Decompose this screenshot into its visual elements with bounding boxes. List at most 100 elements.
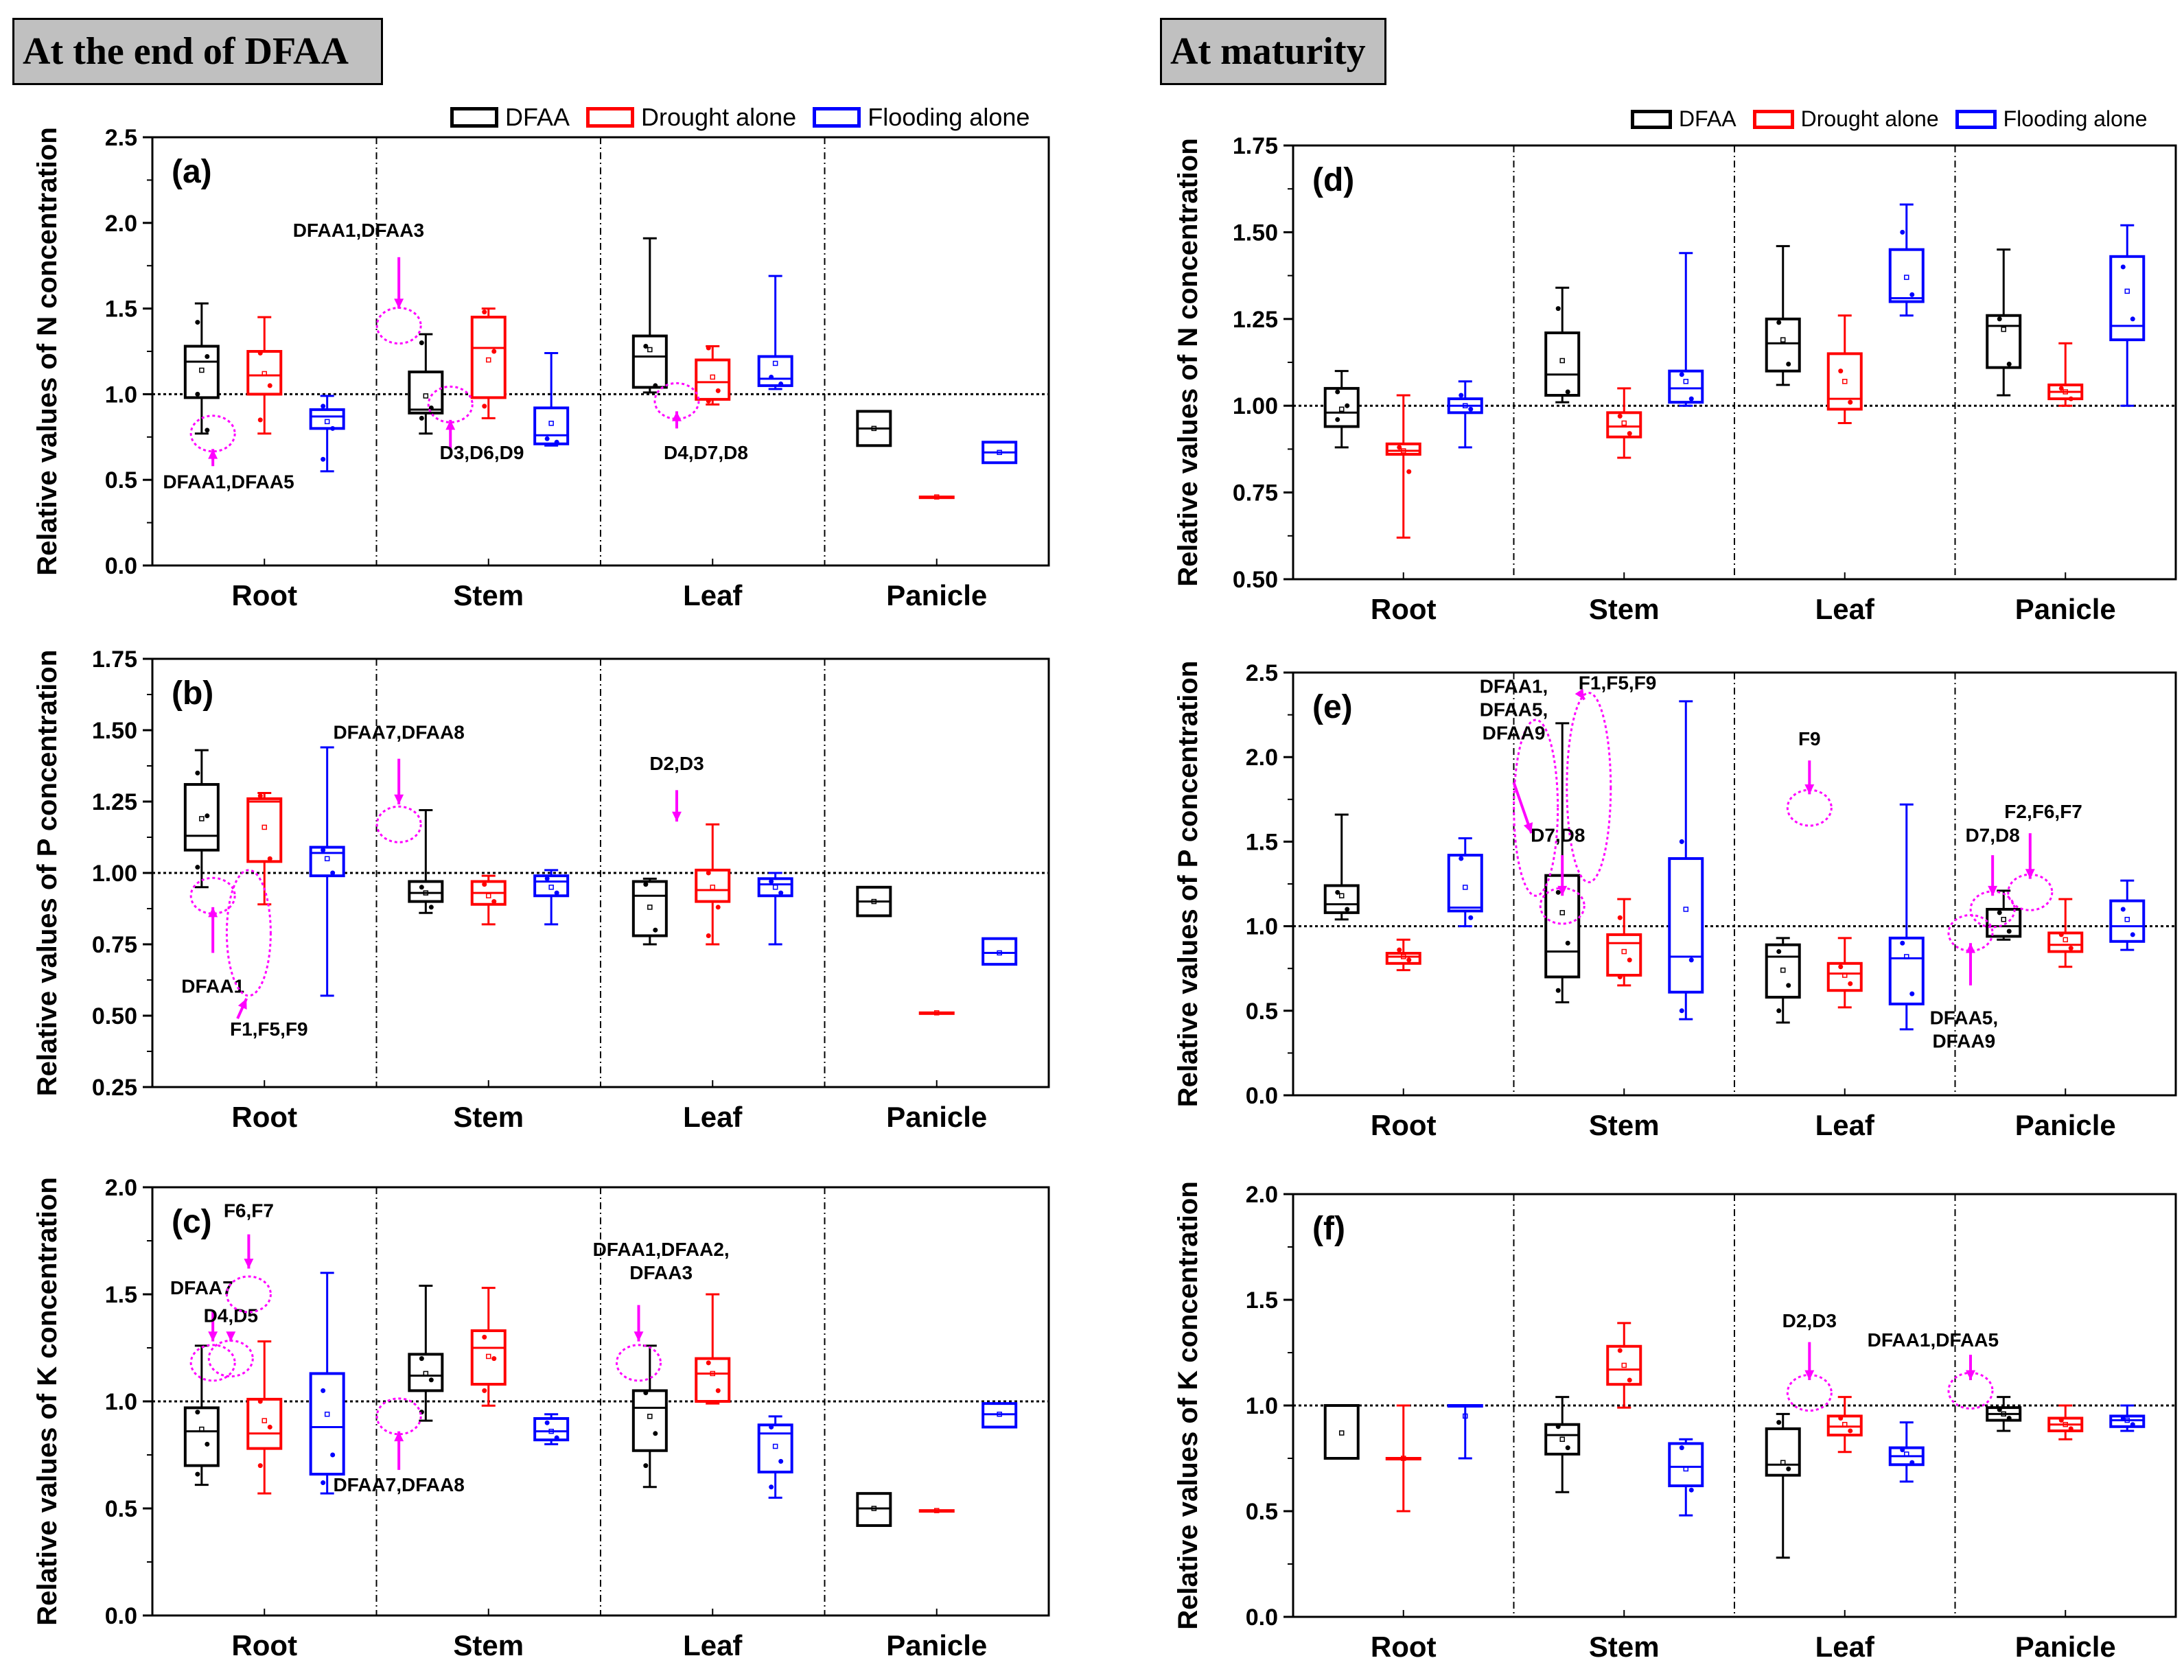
y-tick-label: 1.0 — [105, 382, 137, 408]
box-panicle-drought — [918, 1010, 955, 1016]
box-root-drought — [1385, 938, 1421, 972]
data-point — [1786, 362, 1791, 367]
box-body — [533, 1416, 570, 1442]
box-panicle-drought — [918, 1508, 955, 1513]
data-point — [330, 1452, 336, 1458]
box-mean — [997, 950, 1002, 956]
legend-label-dfaa-right: DFAA — [1679, 106, 1736, 131]
annotation-text: DFAA7,DFAA8 — [333, 721, 464, 743]
box-mean — [1904, 954, 1909, 959]
data-point — [715, 905, 721, 910]
data-point — [195, 865, 200, 870]
box-panicle-dfaa — [1986, 889, 2022, 941]
x-category-label: Panicle — [2015, 1631, 2116, 1663]
annotation-text: DFAA1,DFAA3 — [293, 220, 424, 241]
box-root-flooding — [1447, 1404, 1483, 1460]
annotation-arrowhead — [672, 811, 682, 822]
box-mean — [997, 1411, 1002, 1417]
x-category-label: Leaf — [683, 1101, 743, 1133]
box-leaf-flooding — [1888, 1421, 1925, 1483]
x-category-label: Panicle — [886, 579, 987, 611]
y-tick-label: 2.0 — [1246, 745, 1278, 771]
legend-label-drought-right: Drought alone — [1800, 106, 1939, 131]
box-body — [757, 355, 793, 387]
annotation-arrowhead — [1966, 943, 1975, 953]
box-leaf-dfaa — [1765, 245, 1801, 386]
box-mean — [423, 1370, 429, 1377]
box-mean — [934, 1508, 940, 1513]
box-leaf-flooding — [757, 1415, 793, 1499]
box-root-drought — [1385, 394, 1421, 539]
annotation-text: DFAA9 — [1932, 1031, 1995, 1052]
data-point — [419, 1356, 424, 1362]
box-panicle-flooding — [2109, 879, 2146, 951]
box-body — [1765, 317, 1801, 373]
data-point — [257, 793, 263, 799]
box-mean — [262, 371, 267, 377]
box-mean — [1780, 337, 1786, 342]
x-category-label: Root — [231, 1629, 297, 1661]
data-point — [653, 383, 658, 388]
data-point — [2068, 1426, 2073, 1432]
annotation-arrowhead — [1988, 885, 1998, 896]
box-leaf-drought — [1826, 314, 1863, 424]
data-point — [769, 1424, 774, 1430]
data-point — [1406, 957, 1412, 963]
y-tick-label: 0.0 — [105, 553, 137, 579]
box-mean — [871, 425, 877, 432]
legend-label-flooding-right: Flooding alone — [2003, 106, 2148, 131]
annotation-ellipse — [375, 1397, 422, 1436]
panel-label: (c) — [172, 1204, 212, 1240]
annotation-arrowhead — [1575, 688, 1585, 700]
data-point — [1909, 991, 1915, 996]
y-tick-label: 0.50 — [1233, 567, 1278, 593]
box-mean — [710, 374, 715, 380]
box-stem-dfaa — [408, 333, 444, 435]
heading-right: At maturity — [1160, 18, 1386, 85]
data-point — [1838, 964, 1844, 970]
box-mean — [423, 890, 429, 896]
annotation-arrowhead — [237, 999, 247, 1010]
data-point — [1848, 1428, 1853, 1434]
data-point — [491, 899, 497, 905]
box-panicle-dfaa — [1986, 248, 2022, 397]
x-category-label: Stem — [453, 579, 524, 611]
box-body — [470, 1329, 507, 1386]
annotation-text: DFAA3 — [629, 1262, 693, 1283]
legend-item-dfaa: DFAA — [450, 103, 570, 132]
data-point — [544, 876, 550, 881]
box-body — [2109, 255, 2146, 342]
data-point — [195, 391, 200, 397]
data-point — [1679, 1008, 1684, 1014]
box-mean — [934, 494, 940, 500]
legend-label-dfaa: DFAA — [505, 103, 570, 131]
data-point — [1997, 316, 2002, 322]
data-point — [1900, 1447, 1905, 1453]
data-point — [2058, 932, 2064, 937]
annotation: DFAA7,DFAA8 — [333, 1397, 465, 1495]
data-point — [205, 813, 210, 819]
box-body — [309, 1372, 345, 1476]
box-stem-flooding — [1668, 700, 1704, 1020]
box-mean — [1842, 379, 1848, 384]
box-body — [1323, 884, 1360, 914]
data-point — [321, 1388, 326, 1393]
x-category-label: Leaf — [683, 579, 743, 611]
data-point — [1555, 889, 1561, 895]
annotation-arrowhead — [394, 794, 404, 805]
box-stem-flooding — [1668, 252, 1704, 407]
box-leaf-drought — [1826, 937, 1863, 1009]
box-mean — [1683, 1466, 1689, 1472]
y-tick-label: 1.0 — [1246, 914, 1278, 940]
box-panicle-flooding — [2109, 1404, 2146, 1432]
panel-label: (b) — [172, 675, 213, 712]
y-tick-label: 1.0 — [105, 1389, 137, 1415]
box-mean — [2001, 327, 2006, 332]
box-leaf-drought — [695, 345, 731, 406]
annotation-arrowhead — [208, 907, 218, 918]
y-axis-label: Relative values of N concentration — [32, 127, 62, 576]
box-mean — [871, 1506, 877, 1511]
y-tick-label: 2.5 — [1246, 660, 1278, 686]
y-tick-label: 0.0 — [105, 1603, 137, 1629]
box-body — [695, 1357, 731, 1403]
